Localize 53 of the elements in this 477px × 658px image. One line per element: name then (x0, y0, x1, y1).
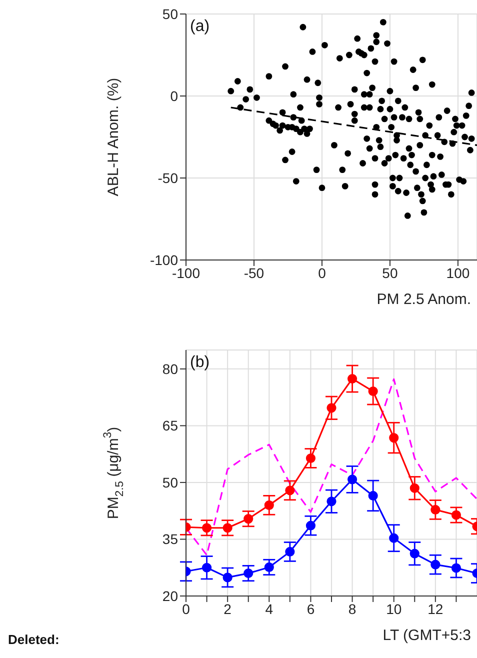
point (306, 453, 316, 464)
x-tick-label: 2 (224, 600, 232, 617)
point (430, 504, 440, 515)
point (202, 523, 212, 533)
y-tick-label: -100 (150, 252, 178, 268)
y-tick-label: -50 (158, 170, 178, 186)
y-tick-label: 50 (162, 474, 178, 490)
x-tick-label: 4 (265, 600, 274, 617)
point (451, 510, 462, 520)
y-tick-label: 65 (162, 418, 178, 434)
line-series (186, 378, 477, 556)
point (244, 568, 254, 578)
point (285, 486, 295, 496)
point (410, 483, 420, 493)
x-tick-label: 0 (182, 600, 190, 617)
y-tick-label: 50 (162, 6, 178, 22)
y-tick-label: 0 (170, 88, 178, 104)
annotation: (a) (190, 18, 210, 36)
x-tick-label: 8 (348, 600, 356, 617)
x-tick-label: -50 (244, 264, 264, 281)
point (389, 433, 399, 443)
point (410, 548, 420, 558)
x-tick-label: 6 (306, 600, 315, 617)
x-tick-label: 50 (382, 264, 398, 281)
annotation: (b) (190, 354, 210, 372)
y-axis-title: ABL-H Anom. (%) (104, 78, 122, 196)
text: Deleted: (8, 632, 60, 647)
point (326, 496, 336, 506)
point (285, 546, 295, 557)
point (264, 562, 274, 572)
point (222, 572, 232, 582)
point (430, 560, 440, 570)
point (244, 514, 254, 524)
point (306, 520, 316, 530)
y-tick-label: 80 (162, 360, 178, 377)
x-axis-title: PM 2.5 Anom. (376, 291, 471, 308)
point (347, 474, 358, 484)
point (347, 374, 358, 384)
x-axis-title: LT (GMT+5:3 (382, 627, 471, 644)
point (389, 533, 399, 543)
point (451, 563, 462, 573)
x-tick-label: 10 (386, 600, 402, 617)
y-tick-label: 20 (162, 588, 178, 604)
point (368, 386, 378, 396)
point (222, 523, 232, 533)
point (326, 403, 336, 413)
x-tick-label: 12 (428, 600, 444, 617)
point (368, 490, 378, 501)
point (264, 500, 274, 510)
y-tick-label: 35 (162, 531, 178, 548)
x-tick-label: 100 (446, 264, 470, 281)
point (202, 562, 212, 572)
x-tick-label: 0 (318, 264, 326, 281)
